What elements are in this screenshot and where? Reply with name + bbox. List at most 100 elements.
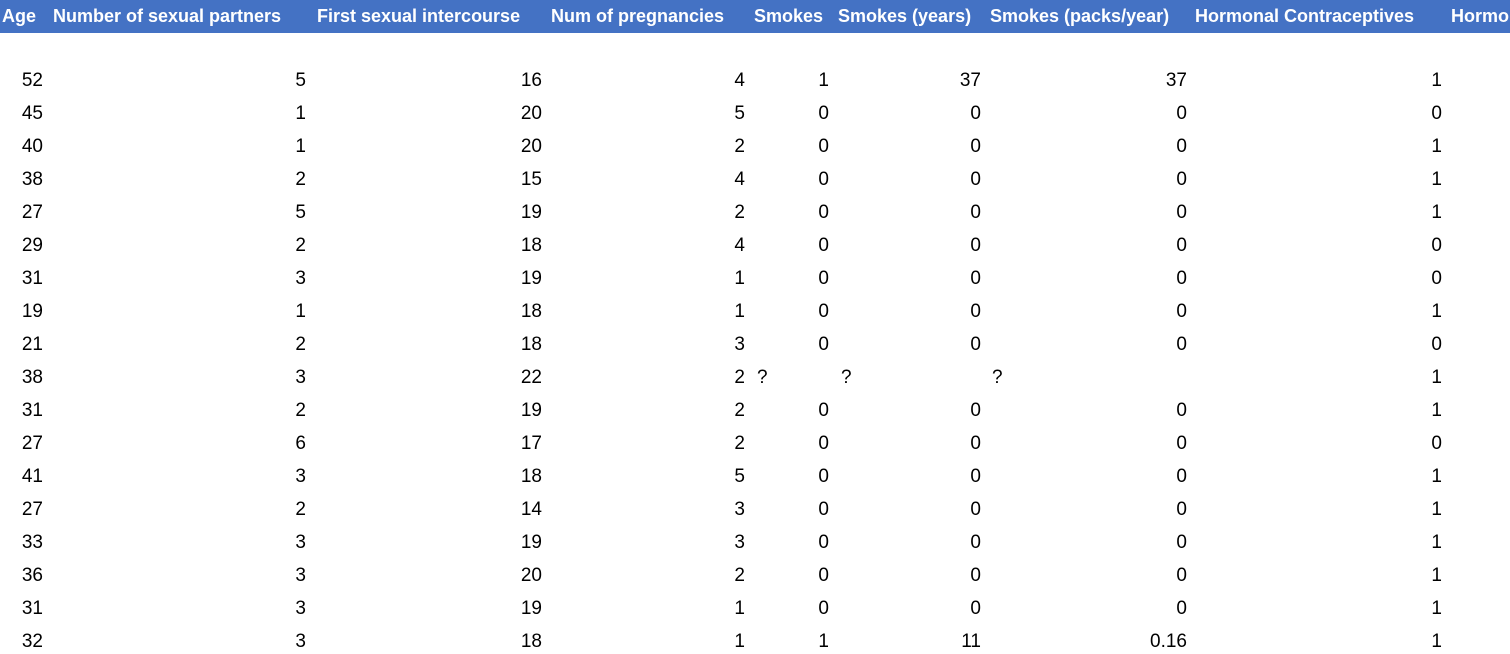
table-cell[interactable]: 0 — [1067, 196, 1187, 229]
table-cell[interactable]: 0 — [861, 262, 981, 295]
table-cell[interactable]: 0 — [709, 427, 829, 460]
table-cell[interactable]: 1 — [1322, 526, 1442, 559]
table-cell[interactable]: 38 — [0, 163, 43, 196]
table-cell[interactable]: 0 — [1322, 262, 1442, 295]
table-cell[interactable]: 1 — [1322, 361, 1442, 394]
table-cell[interactable]: 0 — [709, 196, 829, 229]
table-cell[interactable]: 22 — [422, 361, 542, 394]
table-cell[interactable]: 19 — [422, 262, 542, 295]
table-cell[interactable]: 0 — [709, 559, 829, 592]
table-cell[interactable]: 31 — [0, 394, 43, 427]
column-header-4[interactable]: Smokes — [754, 0, 823, 33]
table-cell[interactable]: 6 — [186, 427, 306, 460]
table-cell[interactable]: 0 — [709, 493, 829, 526]
table-cell[interactable]: 20 — [422, 97, 542, 130]
table-cell[interactable]: 1 — [1322, 163, 1442, 196]
table-cell[interactable]: 45 — [0, 97, 43, 130]
table-cell[interactable]: 0 — [861, 460, 981, 493]
table-cell[interactable]: 0 — [861, 526, 981, 559]
table-cell[interactable]: 2 — [186, 229, 306, 262]
table-cell[interactable]: 3 — [186, 460, 306, 493]
table-cell[interactable]: 0 — [1322, 229, 1442, 262]
table-cell[interactable]: 3 — [186, 559, 306, 592]
table-cell[interactable]: 2 — [186, 394, 306, 427]
table-cell[interactable]: 1 — [1322, 196, 1442, 229]
table-cell[interactable]: 19 — [0, 295, 43, 328]
table-cell[interactable]: 19 — [422, 196, 542, 229]
table-cell[interactable]: 0 — [861, 295, 981, 328]
table-cell[interactable]: 0 — [1067, 130, 1187, 163]
table-cell[interactable]: 3 — [186, 262, 306, 295]
table-cell[interactable]: 3 — [186, 526, 306, 559]
table-cell[interactable]: 0 — [1067, 493, 1187, 526]
table-cell[interactable]: 52 — [0, 64, 43, 97]
table-cell[interactable]: 27 — [0, 196, 43, 229]
table-cell[interactable]: 5 — [186, 196, 306, 229]
table-cell[interactable]: 0 — [861, 229, 981, 262]
table-cell[interactable]: 0 — [1322, 427, 1442, 460]
column-header-7[interactable]: Hormonal Contraceptives — [1195, 0, 1414, 33]
table-cell[interactable]: 0 — [1067, 163, 1187, 196]
table-cell[interactable]: 15 — [422, 163, 542, 196]
column-header-2[interactable]: First sexual intercourse — [317, 0, 520, 33]
table-cell[interactable]: ? — [992, 361, 1032, 394]
table-cell[interactable]: 18 — [422, 229, 542, 262]
table-cell[interactable]: 1 — [709, 64, 829, 97]
table-cell[interactable]: 21 — [0, 328, 43, 361]
table-cell[interactable]: 1 — [1322, 493, 1442, 526]
table-cell[interactable]: 31 — [0, 262, 43, 295]
table-cell[interactable]: 0 — [861, 97, 981, 130]
table-cell[interactable]: 11 — [861, 625, 981, 654]
table-cell[interactable]: 36 — [0, 559, 43, 592]
table-cell[interactable]: 0 — [1322, 328, 1442, 361]
table-cell[interactable]: 0 — [861, 592, 981, 625]
table-cell[interactable]: 0.16 — [1067, 625, 1187, 654]
table-cell[interactable]: 33 — [0, 526, 43, 559]
table-cell[interactable]: 0 — [709, 460, 829, 493]
table-cell[interactable]: 0 — [861, 328, 981, 361]
table-cell[interactable]: 1 — [186, 97, 306, 130]
table-cell[interactable]: 0 — [1067, 229, 1187, 262]
table-cell[interactable]: 0 — [709, 97, 829, 130]
table-cell[interactable]: 16 — [422, 64, 542, 97]
table-cell[interactable]: 2 — [186, 493, 306, 526]
table-cell[interactable]: 0 — [709, 163, 829, 196]
table-cell[interactable]: 19 — [422, 394, 542, 427]
table-cell[interactable]: 1 — [1322, 592, 1442, 625]
table-cell[interactable]: 0 — [709, 526, 829, 559]
table-cell[interactable]: 3 — [186, 361, 306, 394]
table-cell[interactable]: 37 — [1067, 64, 1187, 97]
table-cell[interactable]: 27 — [0, 427, 43, 460]
table-cell[interactable]: 0 — [709, 295, 829, 328]
table-cell[interactable]: 0 — [861, 493, 981, 526]
table-cell[interactable]: 37 — [861, 64, 981, 97]
table-cell[interactable]: 2 — [186, 163, 306, 196]
table-cell[interactable]: 41 — [0, 460, 43, 493]
table-cell[interactable]: 0 — [1322, 97, 1442, 130]
table-cell[interactable]: 0 — [709, 262, 829, 295]
table-cell[interactable]: 1 — [1322, 625, 1442, 654]
table-cell[interactable]: 0 — [709, 328, 829, 361]
table-cell[interactable]: 40 — [0, 130, 43, 163]
table-cell[interactable]: 27 — [0, 493, 43, 526]
table-cell[interactable]: 0 — [1067, 295, 1187, 328]
table-cell[interactable]: 0 — [709, 394, 829, 427]
column-header-5[interactable]: Smokes (years) — [838, 0, 971, 33]
table-cell[interactable]: 0 — [861, 427, 981, 460]
table-cell[interactable]: 19 — [422, 592, 542, 625]
table-cell[interactable]: 3 — [186, 625, 306, 654]
table-cell[interactable]: 1 — [1322, 394, 1442, 427]
table-cell[interactable]: 0 — [861, 130, 981, 163]
table-cell[interactable]: 0 — [1067, 526, 1187, 559]
table-cell[interactable]: 18 — [422, 328, 542, 361]
table-cell[interactable]: 0 — [1067, 394, 1187, 427]
table-cell[interactable]: 2 — [625, 361, 745, 394]
table-cell[interactable]: 5 — [186, 64, 306, 97]
table-cell[interactable]: 0 — [1067, 460, 1187, 493]
table-cell[interactable]: 0 — [861, 163, 981, 196]
table-cell[interactable]: 0 — [709, 229, 829, 262]
table-cell[interactable]: 0 — [861, 559, 981, 592]
column-header-8[interactable]: Hormo — [1451, 0, 1509, 33]
table-cell[interactable]: 31 — [0, 592, 43, 625]
table-cell[interactable]: 1 — [1322, 460, 1442, 493]
